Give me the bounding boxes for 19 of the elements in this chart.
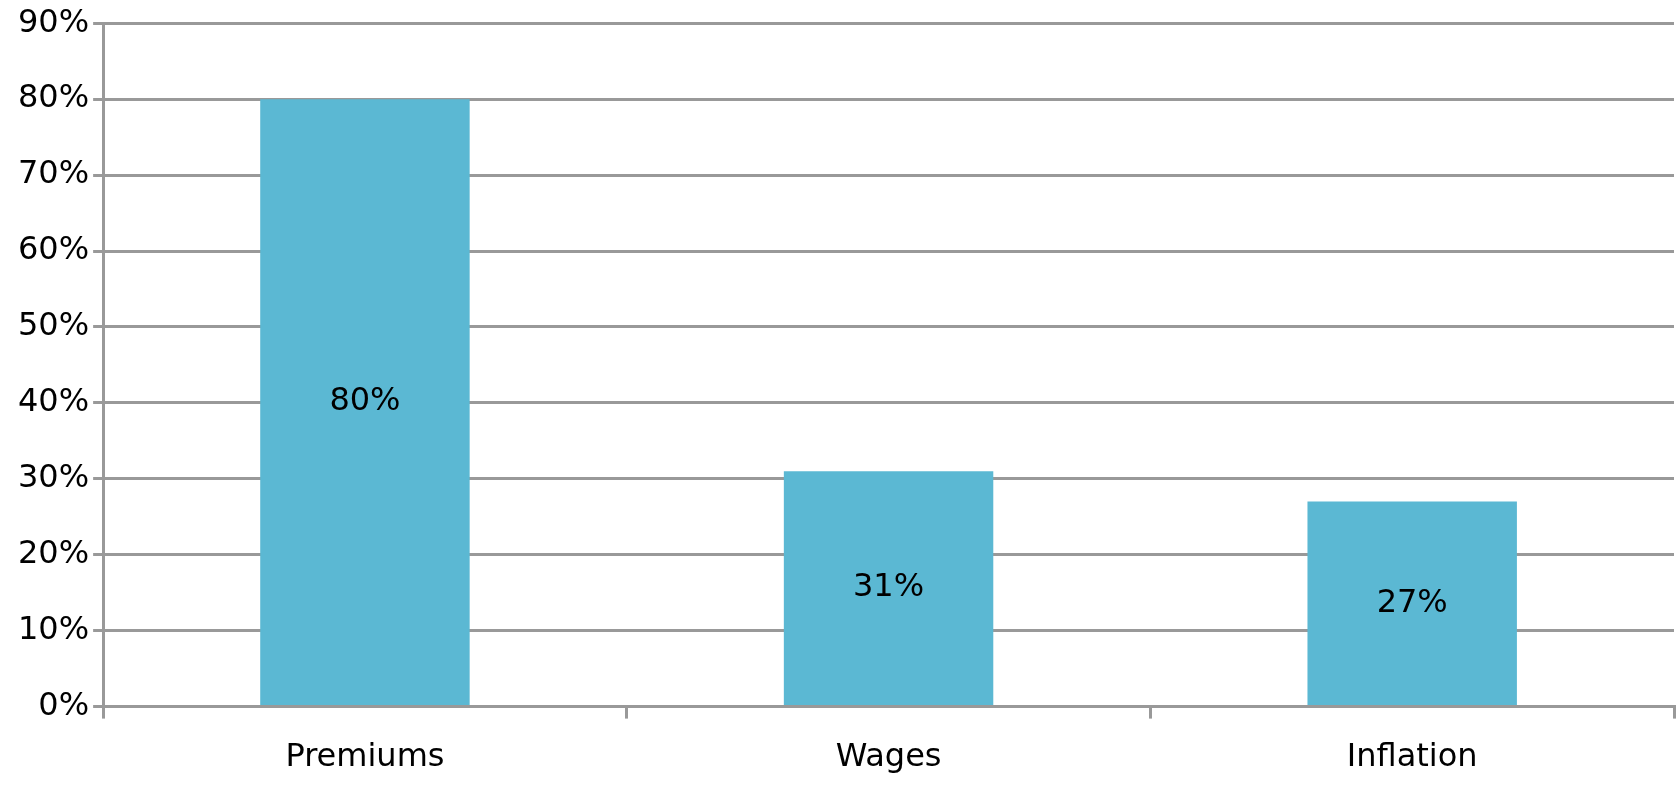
x-tick-label: Premiums: [285, 736, 445, 775]
y-tick-label: 20%: [18, 533, 90, 572]
y-tick-label: 50%: [18, 305, 90, 344]
data-label: 27%: [1376, 581, 1448, 620]
data-label: 31%: [853, 566, 925, 605]
y-tick-label: 80%: [18, 77, 90, 116]
x-tick-label: Wages: [835, 736, 942, 775]
bar: [783, 471, 994, 706]
y-tick-label: 40%: [18, 381, 90, 420]
bar: [260, 99, 470, 706]
y-tick-label: 10%: [18, 608, 90, 647]
bar: [1307, 501, 1517, 706]
x-tick-label: Inflation: [1346, 736, 1478, 775]
y-tick-label: 90%: [18, 1, 90, 40]
y-tick-label: 60%: [18, 229, 90, 268]
y-tick-label: 70%: [18, 153, 90, 192]
y-tick-label: 30%: [18, 457, 90, 496]
data-label: 80%: [329, 380, 401, 419]
y-tick-label: 0%: [38, 684, 90, 723]
